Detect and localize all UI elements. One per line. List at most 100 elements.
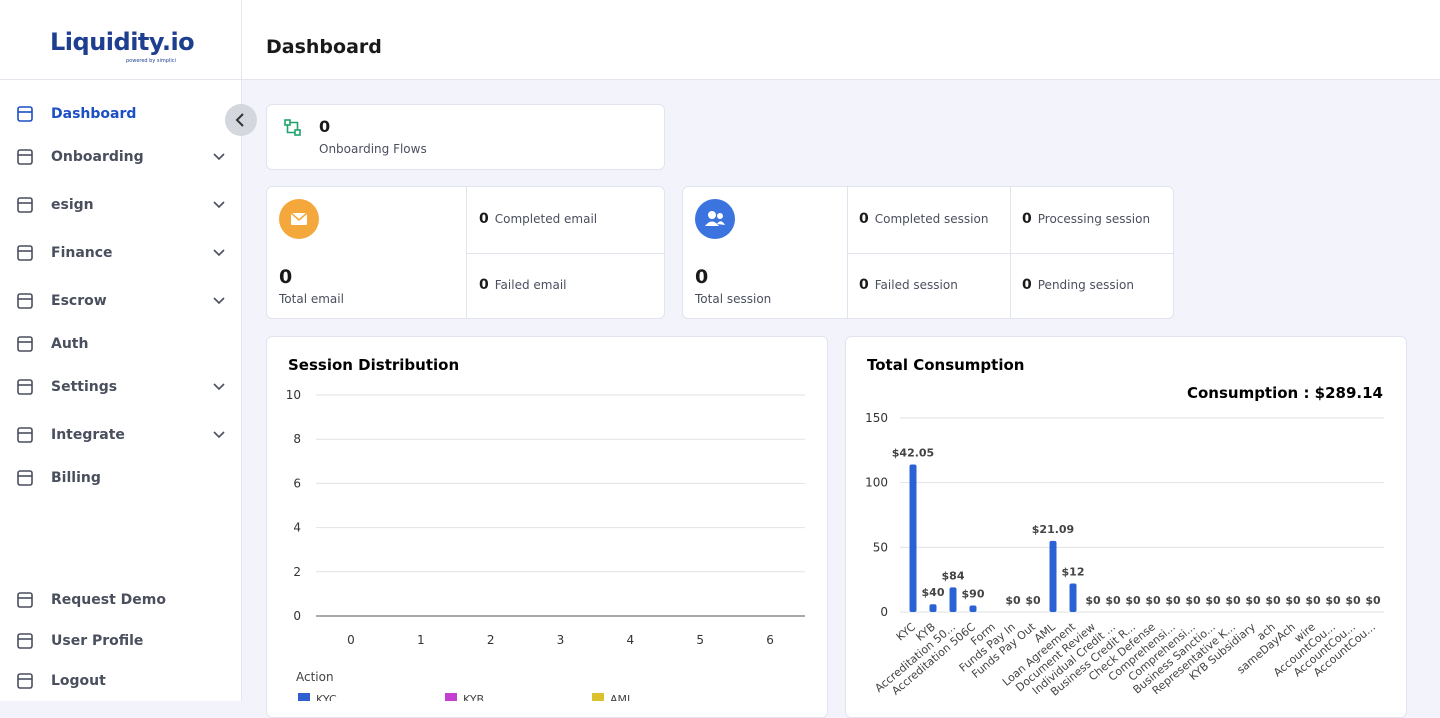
chevron-shape: [213, 249, 225, 257]
amount-label: $12: [1062, 566, 1085, 579]
nav-icon: [17, 633, 33, 649]
chart-card: [845, 336, 1407, 718]
stat-label: Total session: [695, 292, 772, 306]
stat-value: 0: [1022, 277, 1032, 293]
divider: [847, 253, 1173, 254]
chevron: [213, 383, 225, 391]
stat-value: 0: [279, 266, 293, 288]
stat-label: Onboarding Flows: [319, 142, 427, 156]
nav-icon: [17, 336, 33, 352]
icon-shape: [17, 197, 33, 213]
icon-shape: [17, 149, 33, 165]
nav-item[interactable]: Integrate: [16, 424, 226, 446]
nav-icon: [17, 245, 33, 261]
stat-value: 0: [479, 211, 489, 227]
icon-shape: [17, 245, 33, 261]
amount-label: $40: [922, 586, 945, 599]
amount-label: $0: [1185, 594, 1201, 607]
stat-value: 0: [479, 277, 489, 293]
divider: [1010, 187, 1011, 318]
bar: [969, 605, 977, 612]
header: Dashboard: [242, 0, 1440, 80]
y-tick-label: 100: [865, 476, 888, 490]
nav-item[interactable]: User Profile: [16, 630, 226, 652]
chevron: [213, 153, 225, 161]
chevron: [213, 249, 225, 257]
collapse-button[interactable]: [224, 103, 258, 137]
nav-item[interactable]: Onboarding: [16, 146, 226, 168]
amount-label: $0: [1365, 594, 1381, 607]
icon-shape: [17, 470, 33, 486]
nav-item[interactable]: Finance: [16, 242, 226, 264]
y-tick-label: 50: [873, 540, 888, 554]
nav-item[interactable]: Billing: [16, 467, 226, 489]
nav-label: Integrate: [51, 427, 125, 443]
nav-item[interactable]: Dashboard: [16, 103, 226, 125]
divider: [847, 187, 848, 318]
chart-title: Session Distribution: [288, 356, 459, 374]
legend-swatch: [592, 693, 604, 701]
chevron: [213, 431, 225, 439]
chevron: [213, 297, 225, 305]
nav-item[interactable]: esign: [16, 194, 226, 216]
amount-label: $0: [1165, 594, 1181, 607]
x-tick-label: 3: [557, 633, 565, 647]
sidebar: Liquidity.io powered by simplici Dashboa…: [0, 0, 242, 701]
x-tick-label: 6: [766, 633, 774, 647]
chevron-shape: [213, 201, 225, 209]
chart-title: Total Consumption: [867, 356, 1024, 374]
nav-icon: [17, 427, 33, 443]
nav-label: Request Demo: [51, 592, 166, 608]
amount-label: $0: [1085, 594, 1101, 607]
legend-swatch: [298, 693, 310, 701]
x-tick-label: 2: [487, 633, 495, 647]
nav-icon: [17, 106, 33, 122]
amount-label: $0: [1005, 594, 1021, 607]
chart-subtitle: Consumption : $289.14: [1187, 384, 1383, 402]
bar: [949, 587, 957, 612]
amount-label: $0: [1125, 594, 1141, 607]
logo-tagline: powered by simplici: [126, 58, 176, 64]
nav-label: Escrow: [51, 293, 107, 309]
amount-label: $0: [1205, 594, 1221, 607]
nav-icon: [17, 470, 33, 486]
stat-value: 0: [859, 277, 869, 293]
bar: [929, 604, 937, 612]
nav-item[interactable]: Escrow: [16, 290, 226, 312]
amount-label: $0: [1265, 594, 1281, 607]
stat-value: 0: [695, 266, 709, 288]
chevron-shape: [213, 153, 225, 161]
divider: [466, 187, 467, 318]
legend-label: KYB: [463, 693, 484, 701]
icon-shape: [17, 592, 33, 608]
nav-icon: [17, 592, 33, 608]
legend-swatch: [445, 693, 457, 701]
stat-label: Processing session: [1037, 212, 1151, 226]
nav-item[interactable]: Settings: [16, 376, 226, 398]
amount-label: $42.05: [892, 447, 934, 460]
page-title: Dashboard: [266, 36, 382, 58]
icon-shape: [17, 293, 33, 309]
nav-label: User Profile: [51, 633, 144, 649]
stat-value: 0: [859, 211, 869, 227]
bar: [1049, 540, 1057, 612]
nav-item[interactable]: Logout: [16, 670, 226, 692]
x-tick-label: 4: [627, 633, 635, 647]
amount-label: $0: [1245, 594, 1261, 607]
y-tick-label: 8: [293, 432, 301, 446]
email-icon: [279, 199, 319, 239]
session-card: 0 Total session 0 Completed session 0 Proc…: [682, 186, 1174, 319]
stat-value: 0: [319, 117, 331, 136]
nav-label: Settings: [51, 379, 118, 395]
nav-item[interactable]: Auth: [16, 333, 226, 355]
nav-item[interactable]: Request Demo: [16, 589, 226, 611]
nav-label: Dashboard: [51, 106, 137, 122]
nav-icon: [17, 379, 33, 395]
y-tick-label: 4: [293, 521, 301, 535]
icon-shape: [17, 336, 33, 352]
flow-icon: [284, 119, 301, 136]
x-tick-label: 1: [417, 633, 425, 647]
y-tick-label: 10: [286, 388, 301, 402]
email-card: 0 Total email 0 Completed email 0 Failed e…: [266, 186, 665, 319]
